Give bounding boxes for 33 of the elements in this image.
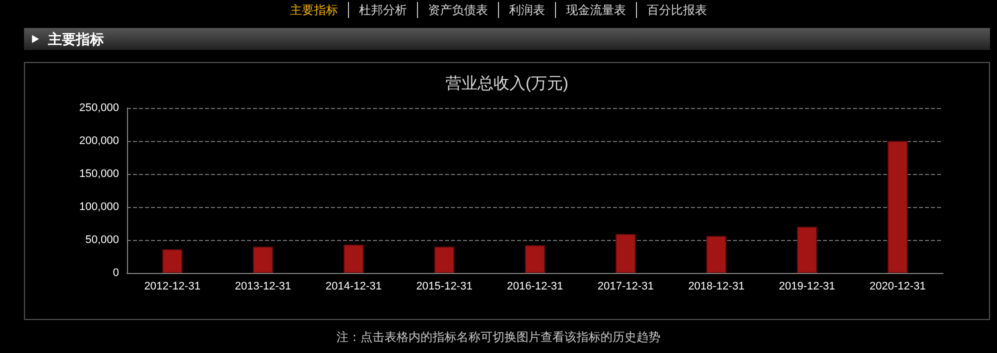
x-tick-label: 2016-12-31 <box>506 280 564 292</box>
bar <box>888 141 908 273</box>
x-tick-label: 2017-12-31 <box>598 280 654 292</box>
text: 主要指标 <box>48 31 104 49</box>
bar <box>162 249 182 273</box>
x-tick-label: 2013-12-31 <box>234 280 292 292</box>
y-tick-label: 250,000 <box>79 102 119 114</box>
x-tick-label: 2014-12-31 <box>326 280 382 292</box>
text: 百分比报表 <box>636 2 717 18</box>
y-tick-label: 150,000 <box>79 168 119 180</box>
text: 杜邦分析 <box>348 2 417 18</box>
y-tick-label: 50,000 <box>85 234 119 246</box>
text: 现金流量表 <box>555 2 636 18</box>
bar <box>706 236 726 273</box>
bar <box>344 244 364 273</box>
bar <box>525 245 545 273</box>
text: 利润表 <box>498 2 555 18</box>
x-tick-label: 2019-12-31 <box>778 280 836 292</box>
x-tick-label: 2012-12-31 <box>144 280 200 292</box>
text: 资产负债表 <box>417 2 498 18</box>
x-tick-label: 2015-12-31 <box>416 280 472 292</box>
x-tick-label: 2018-12-31 <box>688 280 744 292</box>
bar <box>253 246 273 273</box>
y-tick-label: 200,000 <box>79 135 119 147</box>
text: 注：点击表格内的指标名称可切换图片查看该指标的历史趋势 <box>336 329 662 346</box>
bar <box>797 226 817 273</box>
text: 主要指标 <box>289 2 339 18</box>
y-tick-label: 0 <box>112 267 119 279</box>
bar <box>616 234 636 273</box>
x-tick-label: 2020-12-31 <box>870 280 926 292</box>
y-tick-label: 100,000 <box>79 201 119 213</box>
chart-title: 营业总收入(万元) <box>446 74 568 92</box>
bar <box>434 246 454 273</box>
